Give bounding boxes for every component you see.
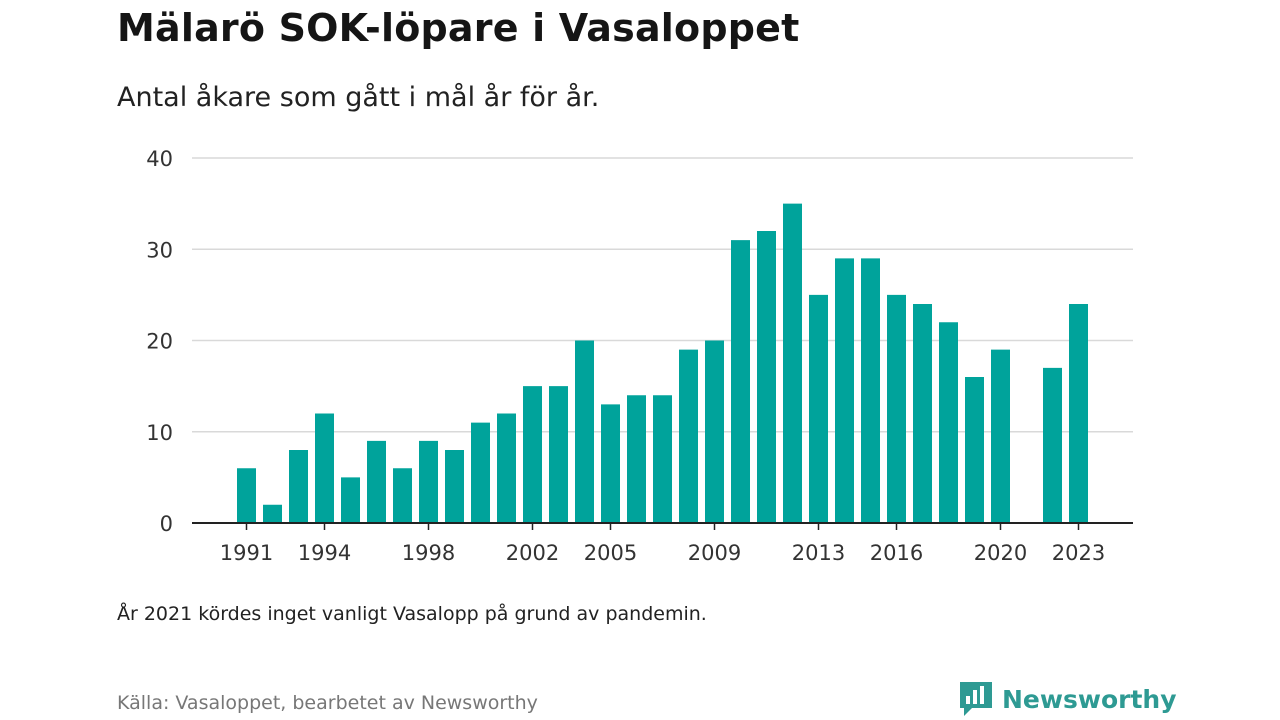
bar-1994 xyxy=(315,413,334,523)
bar-2023 xyxy=(1069,304,1088,523)
bar-1998 xyxy=(419,440,438,523)
bar-2016 xyxy=(887,294,906,523)
bar-1997 xyxy=(393,468,412,523)
y-tick-label: 20 xyxy=(146,330,173,354)
y-tick-label: 10 xyxy=(146,421,173,445)
x-tick-label: 1994 xyxy=(298,541,351,565)
x-tick-label: 2002 xyxy=(506,541,559,565)
bar-chart: 0 10 20 30 40 1991 1994 1998 2002 2005 2009 2013 201… xyxy=(146,147,1133,565)
bar-2009 xyxy=(705,340,724,523)
bar-2012 xyxy=(783,203,802,523)
x-tick-label: 2005 xyxy=(584,541,637,565)
bar-2010 xyxy=(731,240,750,523)
x-tick-label: 2016 xyxy=(870,541,923,565)
bar-1993 xyxy=(289,450,308,523)
bar-1992 xyxy=(263,504,282,523)
bar-2000 xyxy=(471,422,490,523)
bar-2011 xyxy=(757,231,776,523)
bar-2002 xyxy=(523,386,542,523)
y-tick-label: 40 xyxy=(146,147,173,171)
x-tick-label: 2023 xyxy=(1052,541,1105,565)
bar-2005 xyxy=(601,404,620,523)
chart-title: Mälarö SOK-löpare i Vasaloppet xyxy=(117,6,800,50)
x-tick-label: 1998 xyxy=(402,541,455,565)
chart-subtitle: Antal åkare som gått i mål år för år. xyxy=(117,82,600,113)
bars xyxy=(237,203,1088,523)
x-tick-label: 2020 xyxy=(974,541,1027,565)
newsworthy-logo: Newsworthy xyxy=(958,680,1177,718)
bar-1996 xyxy=(367,440,386,523)
brand-name: Newsworthy xyxy=(1002,684,1177,714)
chart-note: År 2021 kördes inget vanligt Vasalopp på… xyxy=(117,603,707,625)
bar-1999 xyxy=(445,450,464,523)
bar-2008 xyxy=(679,349,698,523)
bar-2001 xyxy=(497,413,516,523)
bar-2015 xyxy=(861,258,880,523)
bar-2004 xyxy=(575,340,594,523)
bar-1991 xyxy=(237,468,256,523)
bar-2014 xyxy=(835,258,854,523)
bar-2022 xyxy=(1043,367,1062,523)
bar-2006 xyxy=(627,395,646,523)
bar-2007 xyxy=(653,395,672,523)
x-tick-label: 1991 xyxy=(220,541,273,565)
bar-2003 xyxy=(549,386,568,523)
source-credit: Källa: Vasaloppet, bearbetet av Newswort… xyxy=(117,692,538,714)
y-tick-label: 0 xyxy=(160,512,173,536)
bar-1995 xyxy=(341,477,360,523)
x-tick-label: 2013 xyxy=(792,541,845,565)
bar-2013 xyxy=(809,294,828,523)
x-tick-label: 2009 xyxy=(688,541,741,565)
bar-2020 xyxy=(991,349,1010,523)
newsworthy-logo-icon xyxy=(960,682,992,716)
bar-2017 xyxy=(913,304,932,523)
y-tick-label: 30 xyxy=(146,238,173,262)
bar-2019 xyxy=(965,377,984,523)
axes: 0 10 20 30 40 1991 1994 1998 2002 2005 2009 2013 201… xyxy=(146,147,1133,565)
bar-2018 xyxy=(939,322,958,523)
